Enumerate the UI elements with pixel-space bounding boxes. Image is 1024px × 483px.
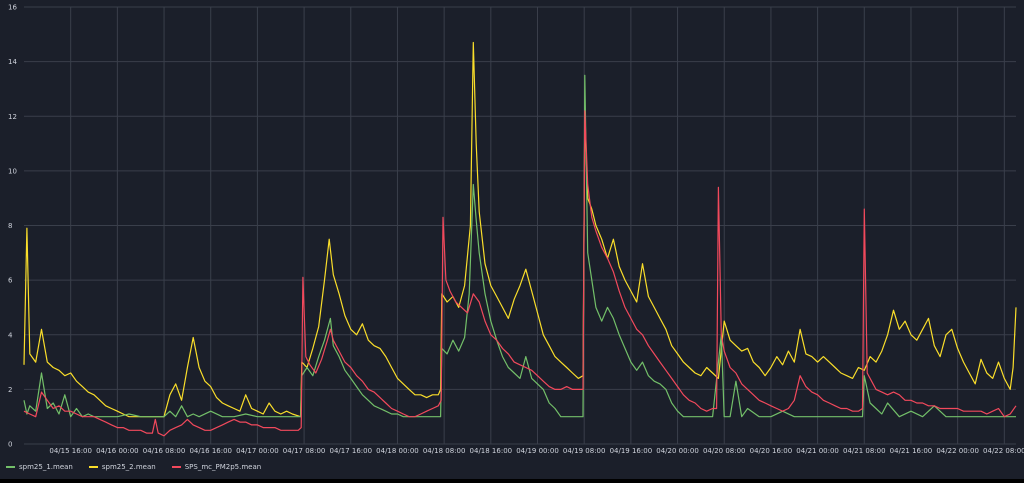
x-tick-label: 04/16 08:00	[143, 447, 186, 455]
y-tick-label: 2	[8, 386, 12, 394]
y-tick-label: 16	[8, 4, 17, 12]
legend-item-1[interactable]: spm25_2.mean	[88, 463, 156, 471]
series-line-0	[23, 74, 1016, 418]
y-tick-label: 14	[8, 58, 17, 66]
x-tick-label: 04/20 16:00	[750, 447, 793, 455]
x-tick-label: 04/17 00:00	[236, 447, 279, 455]
legend-label: spm25_2.mean	[101, 463, 156, 471]
legend-swatch	[88, 466, 98, 468]
x-tick-label: 04/20 08:00	[703, 447, 746, 455]
series-line-2	[23, 110, 1017, 437]
legend-label: SPS_mc_PM2p5.mean	[184, 463, 262, 471]
y-tick-label: 0	[8, 441, 12, 449]
x-tick-label: 04/19 00:00	[516, 447, 559, 455]
chart-legend: spm25_1.mean spm25_2.mean SPS_mc_PM2p5.mea…	[6, 461, 261, 473]
x-tick-label: 04/19 16:00	[610, 447, 653, 455]
legend-swatch	[6, 466, 15, 468]
legend-swatch	[171, 466, 181, 468]
chart-grid	[24, 6, 1016, 445]
x-tick-label: 04/17 08:00	[283, 447, 326, 455]
x-tick-label: 04/18 16:00	[470, 447, 513, 455]
y-tick-label: 8	[8, 222, 12, 230]
legend-label: spm25_1.mean	[19, 463, 73, 471]
y-tick-label: 6	[8, 277, 13, 285]
y-axis: 0 2 4 6 8 10 12 14 16	[8, 4, 17, 449]
x-tick-label: 04/19 08:00	[563, 447, 606, 455]
x-axis: 04/15 16:00 04/16 00:00 04/16 08:00 04/16 1…	[49, 447, 1024, 455]
x-tick-label: 04/16 00:00	[96, 447, 139, 455]
x-tick-label: 04/22 00:00	[936, 447, 979, 455]
legend-item-0[interactable]: spm25_1.mean	[6, 463, 73, 471]
x-tick-label: 04/22 08:00	[983, 447, 1024, 455]
x-tick-label: 04/15 16:00	[49, 447, 92, 455]
x-tick-label: 04/17 16:00	[329, 447, 372, 455]
x-tick-label: 04/20 00:00	[656, 447, 699, 455]
x-tick-label: 04/21 16:00	[890, 447, 933, 455]
legend-item-2[interactable]: SPS_mc_PM2p5.mean	[171, 463, 262, 471]
x-tick-label: 04/21 08:00	[843, 447, 886, 455]
y-tick-label: 10	[8, 167, 17, 175]
x-tick-label: 04/18 00:00	[376, 447, 419, 455]
x-tick-label: 04/18 08:00	[423, 447, 466, 455]
x-tick-label: 04/21 00:00	[796, 447, 839, 455]
y-tick-label: 12	[8, 113, 17, 121]
series-line-1	[23, 41, 1017, 418]
series-lines	[23, 41, 1017, 437]
y-tick-label: 4	[8, 331, 13, 339]
x-tick-label: 04/16 16:00	[189, 447, 232, 455]
